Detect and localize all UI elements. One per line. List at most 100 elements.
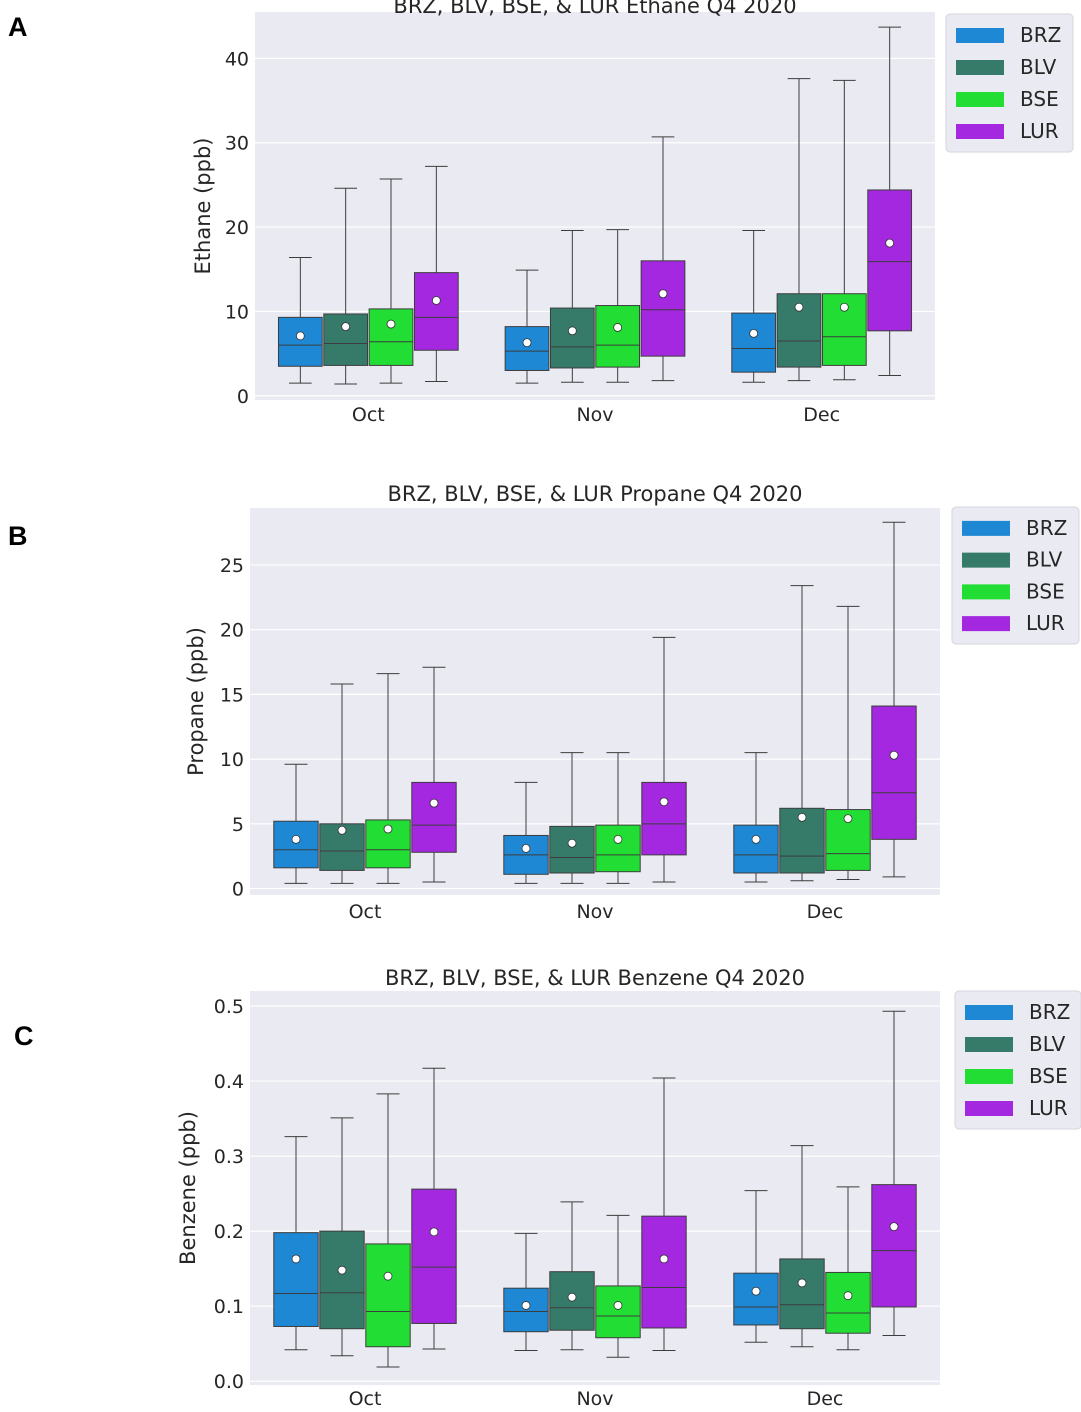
plot-background xyxy=(250,508,940,895)
legend-swatch-bse xyxy=(962,584,1010,600)
legend-swatch-lur xyxy=(965,1101,1013,1116)
chart-title: BRZ, BLV, BSE, & LUR Propane Q4 2020 xyxy=(387,482,802,506)
box-lur-oct xyxy=(413,165,459,382)
mean-marker xyxy=(613,323,623,332)
y-tick-label: 15 xyxy=(220,684,244,706)
box-iqr xyxy=(595,1285,641,1339)
mean-marker xyxy=(567,838,577,848)
legend-swatch-lur xyxy=(962,616,1010,632)
x-tick-label: Oct xyxy=(349,1388,382,1410)
mean-marker xyxy=(386,319,396,329)
mean-marker xyxy=(291,834,301,844)
y-tick-label: 30 xyxy=(225,133,249,155)
box-bse-oct xyxy=(365,1093,411,1368)
legend-label: BRZ xyxy=(1029,1000,1070,1024)
box-iqr xyxy=(825,809,871,871)
mean-marker xyxy=(337,1265,347,1275)
box-blv-oct xyxy=(319,683,365,884)
y-tick-label: 40 xyxy=(225,48,249,70)
box-bse-nov xyxy=(595,752,641,884)
legend: BRZ BLV BSE LUR xyxy=(951,506,1080,645)
box-iqr xyxy=(413,272,459,351)
box-iqr xyxy=(365,1243,411,1348)
box-iqr xyxy=(277,316,323,367)
x-tick-label: Nov xyxy=(576,1388,613,1410)
box-lur-nov xyxy=(640,136,686,382)
mean-marker xyxy=(383,1271,393,1281)
mean-marker xyxy=(431,296,441,305)
box-brz-oct xyxy=(277,256,323,384)
box-brz-oct xyxy=(273,1136,319,1351)
y-axis-label: Ethane (ppb) xyxy=(191,138,215,275)
legend-label: BLV xyxy=(1026,548,1063,572)
mean-marker xyxy=(659,797,669,807)
box-blv-dec xyxy=(779,585,825,882)
legend-label: LUR xyxy=(1029,1096,1068,1120)
box-blv-nov xyxy=(549,1201,595,1351)
y-tick-label: 0 xyxy=(237,386,249,408)
mean-marker xyxy=(839,302,849,312)
box-blv-dec xyxy=(776,78,822,382)
box-iqr xyxy=(323,313,369,366)
box-iqr xyxy=(733,824,779,874)
legend-label: BRZ xyxy=(1020,23,1061,47)
legend-swatch-lur xyxy=(956,124,1004,139)
mean-marker xyxy=(751,834,761,844)
box-iqr xyxy=(549,307,595,369)
box-brz-dec xyxy=(733,752,779,883)
legend: BRZ BLV BSE LUR xyxy=(954,990,1081,1130)
x-tick-label: Dec xyxy=(807,901,844,923)
mean-marker xyxy=(889,1222,899,1232)
y-tick-label: 10 xyxy=(220,749,244,771)
box-iqr xyxy=(273,1232,319,1327)
x-tick-label: Dec xyxy=(803,404,840,426)
box-brz-oct xyxy=(273,763,319,884)
legend-frame xyxy=(954,990,1081,1130)
box-iqr xyxy=(595,824,641,873)
box-iqr xyxy=(411,1188,457,1324)
box-iqr xyxy=(503,1287,549,1333)
box-bse-nov xyxy=(595,1214,641,1358)
mean-marker xyxy=(885,238,895,248)
y-axis-label: Benzene (ppb) xyxy=(176,1111,200,1265)
box-bse-dec xyxy=(825,1186,871,1351)
legend-label: BSE xyxy=(1029,1064,1068,1088)
legend-label: BRZ xyxy=(1026,516,1067,540)
legend-label: LUR xyxy=(1026,611,1065,635)
box-iqr xyxy=(273,820,319,869)
box-bse-dec xyxy=(821,79,867,381)
x-tick-label: Nov xyxy=(576,404,613,426)
chart-panel-a: A 0 10 20 30 40 Ethane (ppb) BRZ, BLV, BSE, & L… xyxy=(8,0,1074,426)
x-tick-label: Oct xyxy=(349,901,382,923)
box-iqr xyxy=(733,1272,779,1326)
chart-panel-b: B 0 5 10 15 20 25 Propane (ppb) BRZ, BLV, BSE, &… xyxy=(8,482,1080,923)
chart-title: BRZ, BLV, BSE, & LUR Ethane Q4 2020 xyxy=(393,0,796,18)
box-blv-nov xyxy=(549,752,595,884)
y-axis-label: Propane (ppb) xyxy=(184,627,208,776)
box-iqr xyxy=(368,308,414,366)
mean-marker xyxy=(337,825,347,835)
box-bse-oct xyxy=(368,178,414,384)
legend-swatch-brz xyxy=(962,520,1010,536)
box-iqr xyxy=(871,705,917,840)
chart-panel-c: C 0.0 0.1 0.2 0.3 0.4 0.5 Benzene (ppb) BRZ, BLV… xyxy=(14,966,1081,1410)
legend-swatch-blv xyxy=(965,1037,1013,1052)
box-bse-oct xyxy=(365,673,411,884)
box-iqr xyxy=(641,1215,687,1329)
box-iqr xyxy=(731,312,777,373)
mean-marker xyxy=(567,1292,577,1302)
box-brz-nov xyxy=(504,269,550,384)
x-tick-label: Dec xyxy=(807,1388,844,1410)
y-tick-label: 0 xyxy=(232,879,244,901)
chart-title: BRZ, BLV, BSE, & LUR Benzene Q4 2020 xyxy=(385,966,805,990)
mean-marker xyxy=(291,1254,301,1264)
y-tick-label: 0.3 xyxy=(214,1146,244,1168)
box-blv-oct xyxy=(319,1117,365,1357)
box-brz-nov xyxy=(503,781,549,884)
legend-swatch-bse xyxy=(965,1069,1013,1084)
box-bse-nov xyxy=(595,229,641,383)
legend-swatch-brz xyxy=(956,28,1004,43)
legend-label: BLV xyxy=(1029,1032,1066,1056)
y-tick-label: 20 xyxy=(225,217,249,239)
